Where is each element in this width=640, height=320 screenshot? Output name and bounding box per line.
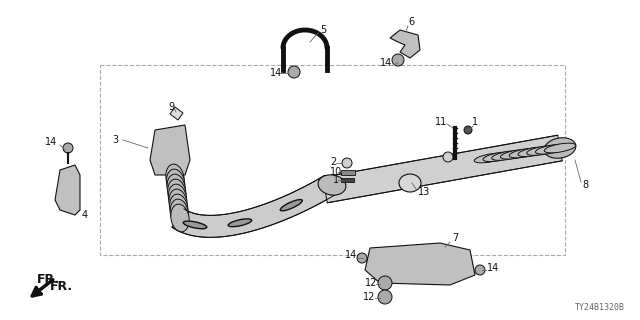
Ellipse shape	[518, 147, 550, 156]
Ellipse shape	[500, 149, 532, 159]
Text: 14: 14	[487, 263, 499, 273]
Polygon shape	[390, 30, 420, 58]
Text: 14: 14	[345, 250, 357, 260]
Ellipse shape	[170, 199, 189, 227]
Ellipse shape	[168, 184, 187, 212]
Circle shape	[342, 158, 352, 168]
Ellipse shape	[544, 138, 576, 158]
Text: 1: 1	[472, 117, 478, 127]
Ellipse shape	[399, 174, 421, 192]
Text: TY24B1320B: TY24B1320B	[575, 303, 625, 312]
Text: 11: 11	[435, 117, 447, 127]
Polygon shape	[172, 176, 335, 237]
Ellipse shape	[527, 146, 558, 155]
Circle shape	[288, 66, 300, 78]
Bar	[341, 178, 354, 182]
Polygon shape	[55, 165, 80, 215]
Text: FR.: FR.	[37, 273, 60, 286]
Ellipse shape	[509, 148, 541, 158]
Circle shape	[63, 143, 73, 153]
Text: 7: 7	[452, 233, 458, 243]
Text: 12: 12	[365, 278, 378, 288]
Bar	[341, 170, 355, 175]
Text: 2: 2	[330, 157, 336, 167]
Ellipse shape	[483, 152, 515, 162]
Ellipse shape	[280, 200, 302, 211]
Text: 4: 4	[82, 210, 88, 220]
Ellipse shape	[474, 153, 506, 163]
Circle shape	[475, 265, 485, 275]
Text: 14: 14	[380, 58, 392, 68]
Circle shape	[392, 54, 404, 66]
Ellipse shape	[536, 144, 567, 154]
Ellipse shape	[167, 174, 186, 202]
Polygon shape	[365, 243, 475, 285]
Text: 14: 14	[45, 137, 57, 147]
Ellipse shape	[168, 179, 186, 207]
Ellipse shape	[228, 219, 252, 227]
Bar	[100, 65, 565, 255]
Ellipse shape	[166, 169, 185, 197]
Ellipse shape	[170, 194, 188, 222]
Polygon shape	[150, 125, 190, 175]
Ellipse shape	[544, 143, 576, 153]
Text: 12: 12	[363, 292, 376, 302]
Circle shape	[378, 276, 392, 290]
Circle shape	[443, 152, 453, 162]
Circle shape	[378, 290, 392, 304]
Ellipse shape	[183, 221, 207, 229]
Circle shape	[464, 126, 472, 134]
Ellipse shape	[171, 204, 189, 232]
Text: 13: 13	[418, 187, 430, 197]
Text: 10: 10	[330, 167, 342, 177]
Polygon shape	[323, 135, 563, 203]
Circle shape	[357, 253, 367, 263]
Ellipse shape	[318, 175, 346, 195]
Text: 6: 6	[408, 17, 414, 27]
Text: 9: 9	[168, 102, 174, 112]
Ellipse shape	[492, 151, 524, 160]
Text: 3: 3	[112, 135, 118, 145]
Ellipse shape	[169, 189, 188, 217]
Text: 8: 8	[582, 180, 588, 190]
Text: 14: 14	[270, 68, 282, 78]
Ellipse shape	[166, 164, 184, 192]
Text: FR.: FR.	[50, 280, 73, 293]
Text: 1: 1	[333, 175, 339, 185]
Text: 5: 5	[320, 25, 326, 35]
Polygon shape	[170, 107, 183, 120]
